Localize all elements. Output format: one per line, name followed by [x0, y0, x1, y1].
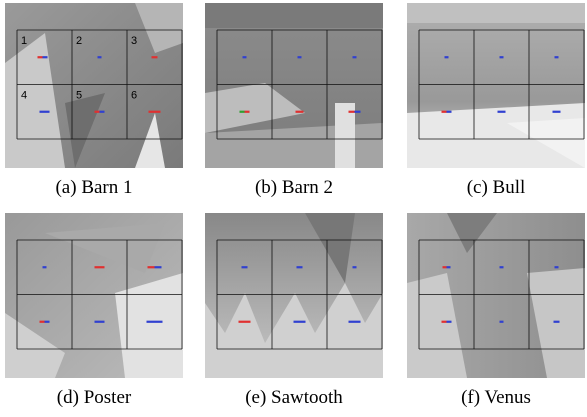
panel — [407, 213, 585, 378]
cell-label: 6 — [131, 90, 137, 102]
image-region — [205, 3, 383, 28]
panel-caption: (c) Bull — [467, 177, 526, 198]
cell-label: 1 — [21, 35, 27, 47]
image-region — [407, 3, 585, 23]
panel-caption: (b) Barn 2 — [255, 177, 333, 198]
panel — [407, 3, 585, 168]
cell-label: 2 — [76, 35, 82, 47]
panel — [205, 213, 383, 378]
cell-label: 5 — [76, 90, 82, 102]
cell-label: 3 — [131, 35, 137, 47]
panel — [5, 213, 183, 378]
panel-caption: (a) Barn 1 — [55, 177, 132, 198]
page: 1 2 3 4 5 6 (a) Barn 1 (b) Barn 2 (c) Bull (d) Po… — [0, 0, 587, 417]
panel — [205, 3, 383, 168]
panel-caption: (f) Venus — [461, 387, 531, 408]
panel: 1 2 3 4 5 6 — [5, 3, 183, 168]
cell-label: 4 — [21, 90, 27, 102]
panel-caption: (e) Sawtooth — [245, 387, 343, 408]
figure: 1 2 3 4 5 6 (a) Barn 1 (b) Barn 2 (c) Bull (d) Po… — [0, 0, 587, 417]
panel-caption: (d) Poster — [57, 387, 132, 408]
